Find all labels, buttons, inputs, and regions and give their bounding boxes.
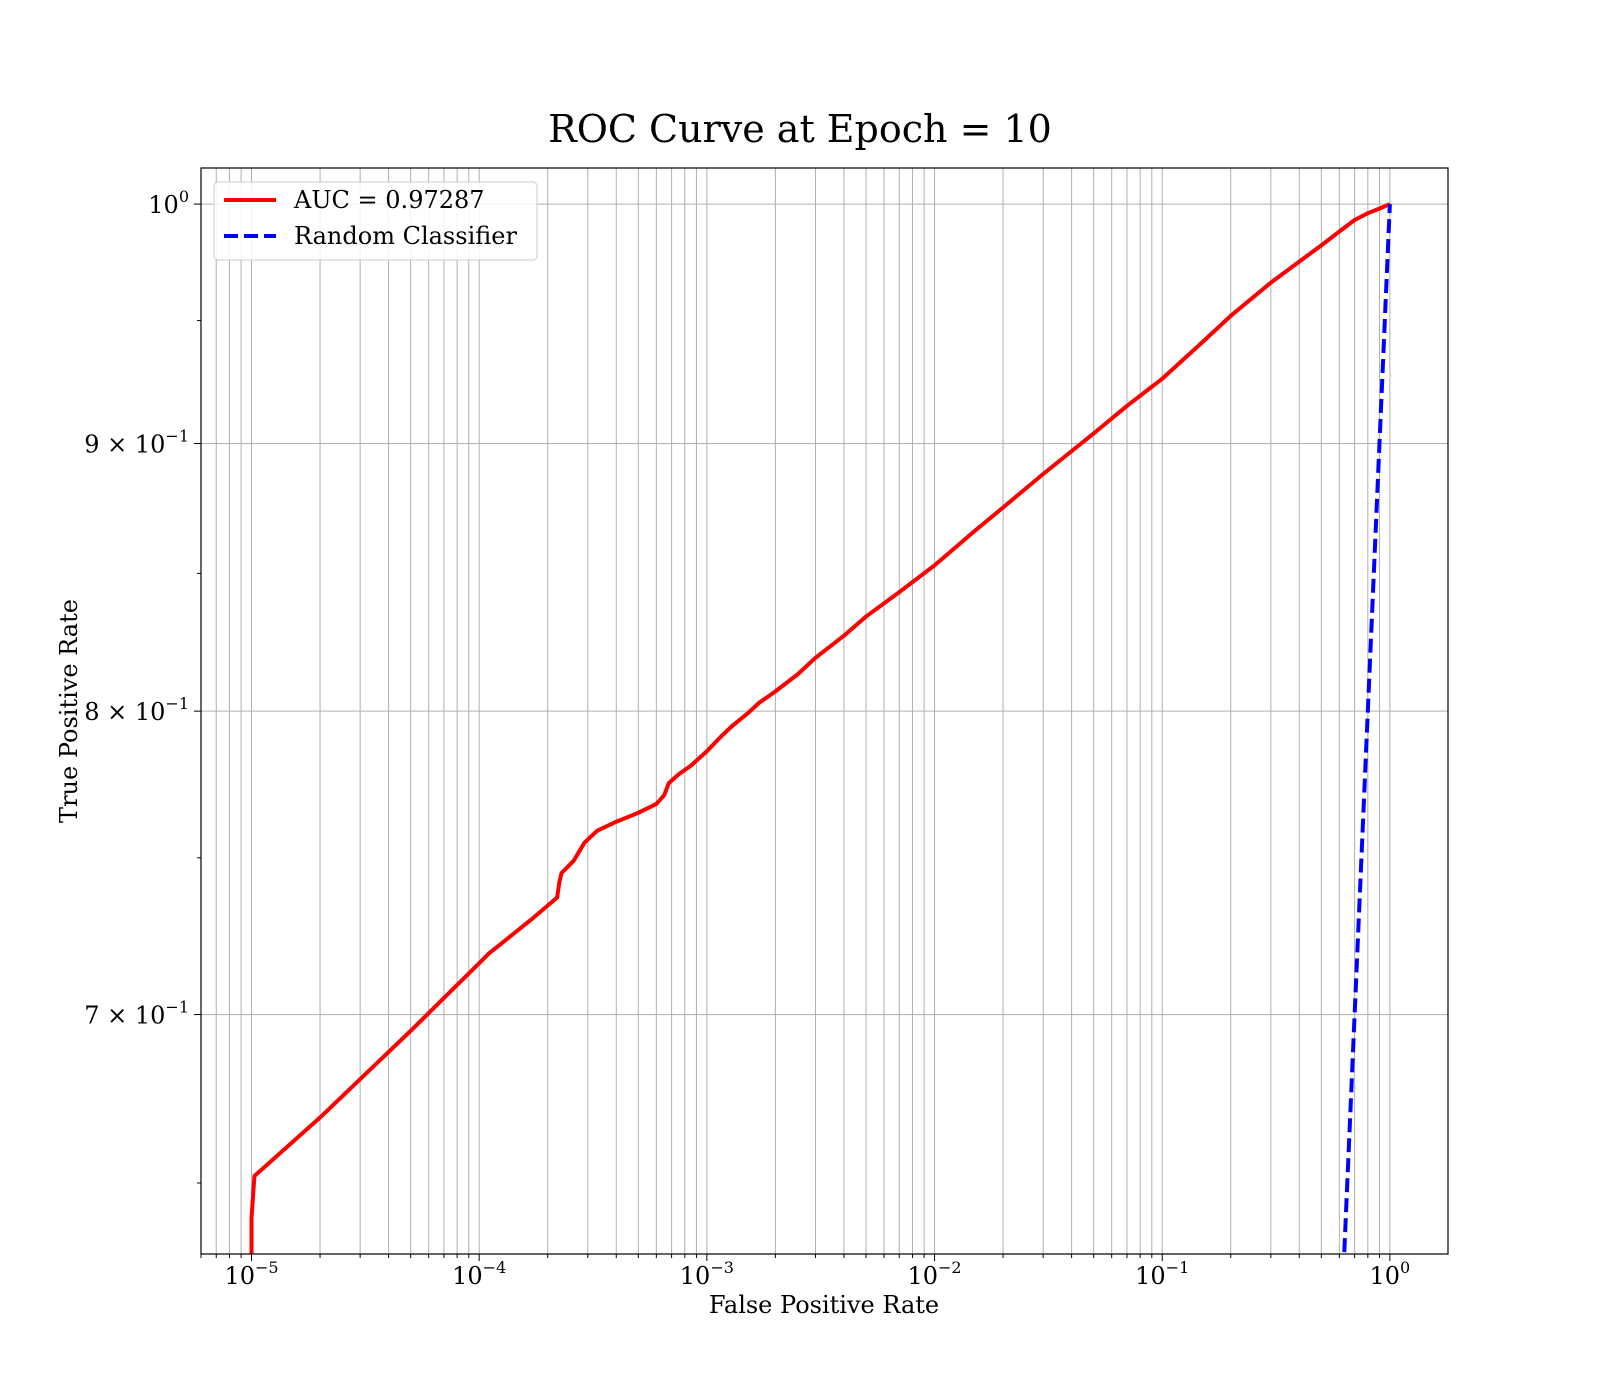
legend-label-random: Random Classifier bbox=[294, 222, 517, 250]
random-classifier-line bbox=[1342, 203, 1392, 1254]
x-tick-label: 10−4 bbox=[452, 1258, 506, 1290]
legend-label-auc: AUC = 0.97287 bbox=[293, 186, 485, 214]
x-tick-label: 100 bbox=[1370, 1258, 1411, 1290]
legend: AUC = 0.97287 Random Classifier bbox=[213, 181, 538, 261]
x-axis-label: False Positive Rate bbox=[709, 1291, 939, 1319]
x-tick-label: 10−1 bbox=[1135, 1258, 1189, 1290]
axis-ticks: 10−5 10−4 10−3 10−2 10−1 100 7 × 10−1 8 × 10−1 9… bbox=[84, 187, 1410, 1290]
legend-box bbox=[213, 181, 538, 261]
grid-lines bbox=[200, 168, 1448, 1254]
y-axis-label: True Positive Rate bbox=[55, 599, 83, 823]
roc-curve-line bbox=[249, 202, 1391, 1254]
x-tick-label: 10−2 bbox=[907, 1258, 961, 1290]
x-tick-label: 10−3 bbox=[680, 1258, 734, 1290]
y-tick-label: 9 × 10−1 bbox=[84, 426, 189, 458]
series-layer bbox=[249, 202, 1392, 1254]
y-tick-label: 8 × 10−1 bbox=[84, 694, 189, 726]
y-tick-label: 7 × 10−1 bbox=[84, 998, 189, 1030]
chart-title: ROC Curve at Epoch = 10 bbox=[548, 107, 1052, 151]
y-tick-label: 100 bbox=[148, 187, 189, 219]
x-tick-label: 10−5 bbox=[224, 1258, 278, 1290]
